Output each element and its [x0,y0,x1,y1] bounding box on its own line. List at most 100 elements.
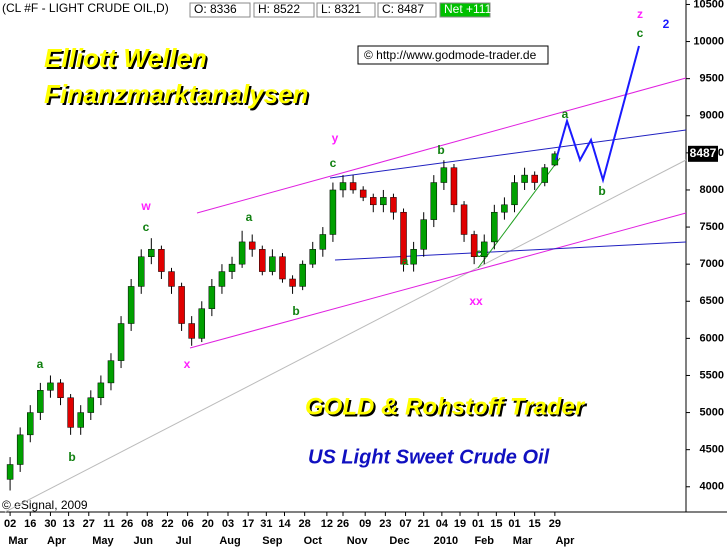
x-tick-label: 01 [472,518,484,530]
x-tick-label: 16 [24,518,36,530]
y-tick-label: 4500 [700,444,724,456]
y-tick-label: 8000 [700,184,724,196]
candle-body [440,167,448,183]
candle-body [551,153,559,166]
info-box [439,2,491,18]
x-tick-label: 04 [436,518,449,530]
y-tick-label: 10500 [693,0,724,10]
x-tick-label: 03 [222,518,234,530]
info-box [377,2,437,18]
candle-body [541,167,549,183]
projection [555,45,640,184]
x-tick-label: 09 [359,518,371,530]
candle-body [269,256,276,272]
month-label: Apr [555,535,575,547]
wave-label: b [68,450,75,464]
x-tick-label: 13 [62,518,74,530]
y-tick-label: 7000 [700,258,724,270]
candle-body [349,182,357,191]
candle-body [470,234,478,257]
channel-line [189,212,687,349]
info-box [189,2,251,18]
candle-body [218,271,226,287]
candle-body [67,397,74,428]
candle-body [501,204,508,213]
candle-body [359,189,367,198]
candle-body [97,382,105,398]
candle-body [188,323,195,339]
wave-label: a [562,107,569,121]
wave-label: c [476,246,483,260]
info-text: L: 8321 [321,2,361,16]
y-tick-label: 9500 [700,73,724,85]
month-label: Sep [262,535,282,547]
candle-body [450,167,458,206]
candle-body [137,256,145,287]
wave-label: 2 [663,17,670,31]
month-label: May [92,535,114,547]
candle-body [299,263,306,287]
month-label: Feb [474,535,494,547]
wave-label: w [140,199,151,213]
candle-body [87,397,95,413]
last-price-label: 8487 [690,146,717,160]
y-tick-label: 4000 [700,481,724,493]
wave-label: a [246,210,253,224]
x-tick-label: 06 [182,518,194,530]
candle-body [309,249,316,265]
candle-body [6,464,14,480]
x-tick-label: 11 [103,518,115,530]
y-tick-label: 5000 [700,406,724,418]
wave-label: b [292,304,299,318]
candle-body [168,271,175,287]
x-tick-label: 23 [379,518,391,530]
x-tick-label: 12 [321,518,333,530]
candle-body [57,382,64,398]
candle-body [400,211,407,265]
y-tick-label: 6000 [700,332,724,344]
x-tick-label: 15 [529,518,541,530]
candle-body [107,360,115,384]
month-label: Aug [219,535,240,547]
source: © http://www.godmode-trader.de [364,48,537,62]
channel-line [334,241,687,261]
x-tick-label: 26 [337,518,349,530]
last-price-box [688,145,718,162]
candle-body [511,182,518,206]
trend-line [4,159,687,513]
wave-label: c [143,220,150,234]
candle-body [77,412,84,428]
footer-title: GOLD & Rohstoff Trader [305,393,586,420]
x-tick-label: 27 [83,518,95,530]
x-tick-label: 29 [549,518,561,530]
x-tick-label: 26 [121,518,133,530]
candle-body [16,434,24,465]
candle-body [319,234,327,250]
candle-body [460,204,468,235]
wave-label: b [437,143,444,157]
wave-label: b [598,184,605,198]
wave-label: x [184,357,191,371]
candle-body [27,412,34,436]
candle-body [148,249,155,257]
month-label: Mar [513,535,533,547]
wave-label: xx [469,294,483,308]
month-label: Oct [304,535,323,547]
x-tick-label: 14 [278,518,291,530]
candle-body [259,249,266,272]
candle-body [521,174,528,183]
candle-body [480,241,488,257]
candle-body [127,286,135,324]
candle-body [420,219,427,250]
y-tick-label: 5500 [700,369,724,381]
candle-body [198,308,206,339]
month-label: 2010 [434,535,458,547]
x-tick-label: 02 [4,518,16,530]
info-text: O: 8336 [194,2,237,16]
candle-body [390,197,397,213]
headline: Elliott Wellen [44,43,207,73]
x-tick-label: 08 [141,518,153,530]
info-box [316,2,376,18]
footer-subtitle: US Light Sweet Crude Oil [308,446,550,468]
